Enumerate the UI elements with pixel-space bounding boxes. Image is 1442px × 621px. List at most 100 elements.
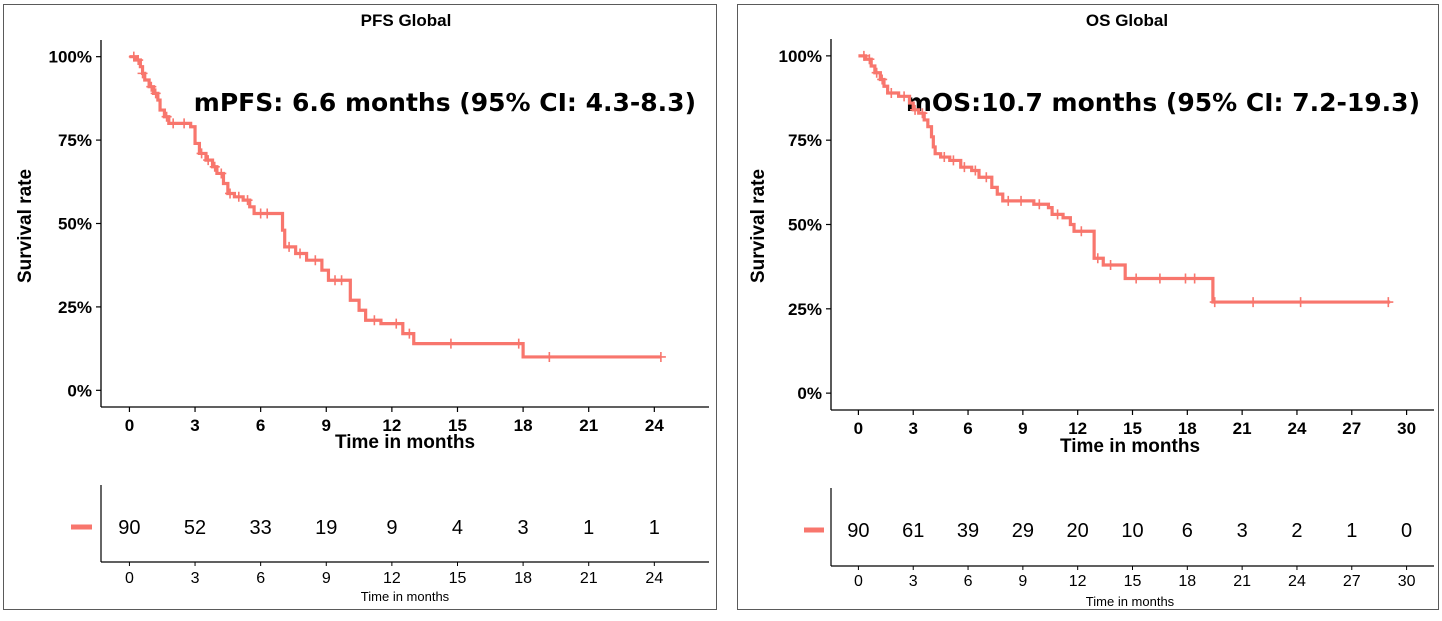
os-censor-mark [1052, 209, 1063, 220]
pfs-censor-mark [295, 248, 306, 259]
os-risk-count: 6 [1182, 520, 1193, 542]
os-censor-mark [1180, 273, 1191, 284]
os-x-tick-label: 12 [1068, 419, 1087, 438]
os-x-tick-label: 9 [1018, 419, 1027, 438]
pfs-y-tick-label: 50% [58, 215, 92, 234]
pfs-censor-mark [262, 208, 273, 219]
os-risk-count: 39 [957, 520, 979, 542]
os-censor-mark [970, 165, 981, 176]
pfs-risk-count: 4 [452, 517, 463, 539]
pfs-x-label: Time in months [335, 432, 475, 453]
pfs-risk-count: 1 [649, 517, 660, 539]
pfs-risk-count: 19 [315, 517, 337, 539]
os-y-tick-label: 75% [788, 131, 822, 150]
pfs-risk-count: 90 [118, 517, 140, 539]
os-x-tick-label: 18 [1178, 419, 1197, 438]
os-risk-count: 2 [1291, 520, 1302, 542]
pfs-censor-mark [209, 161, 220, 172]
os-censor-mark [1034, 199, 1045, 210]
pfs-censor-mark [513, 338, 524, 349]
os-risk-x-tick-label: 24 [1288, 573, 1306, 590]
pfs-censor-mark [284, 241, 295, 252]
os-censor-mark [899, 91, 910, 102]
os-censor-mark [1016, 195, 1027, 206]
os-censor-mark [1295, 297, 1306, 308]
os-risk-x-tick-label: 3 [909, 573, 918, 590]
pfs-x-tick-label: 0 [125, 416, 134, 435]
os-risk-count: 29 [1012, 520, 1034, 542]
os-risk-count: 90 [847, 520, 869, 542]
os-y-tick-label: 100% [779, 47, 822, 66]
pfs-risk-count: 33 [250, 517, 272, 539]
os-censor-mark [948, 155, 959, 166]
os-risk-x-tick-label: 18 [1178, 573, 1196, 590]
os-censor-mark [981, 172, 992, 183]
os-censor-mark [1092, 253, 1103, 264]
pfs-censor-mark [242, 195, 253, 206]
pfs-risk-x-tick-label: 0 [125, 570, 134, 587]
pfs-censor-mark [150, 88, 161, 99]
pfs-risk-x-tick-label: 24 [645, 570, 663, 587]
pfs-median-annotation: mPFS: 6.6 months (95% CI: 4.3-8.3) [194, 88, 696, 117]
pfs-censor-mark [133, 55, 144, 66]
pfs-risk-x-label: Time in months [361, 589, 450, 604]
pfs-censor-mark [216, 168, 227, 179]
pfs-risk-x-tick-label: 3 [191, 570, 200, 587]
pfs-censor-mark [310, 255, 321, 266]
pfs-censor-mark [146, 81, 157, 92]
os-risk-x-tick-label: 9 [1018, 573, 1027, 590]
pfs-censor-mark [369, 315, 380, 326]
pfs-x-tick-label: 18 [514, 416, 533, 435]
os-x-tick-label: 24 [1287, 419, 1306, 438]
os-median-annotation: mOS:10.7 months (95% CI: 7.2-19.3) [906, 88, 1420, 117]
os-censor-mark [1105, 259, 1116, 270]
os-x-tick-label: 21 [1233, 419, 1252, 438]
os-censor-mark [886, 87, 897, 98]
os-censor-mark [1209, 297, 1220, 308]
os-chart: OS Global Survival rate Time in months m… [748, 11, 1434, 609]
pfs-censor-mark [168, 118, 179, 129]
os-censor-mark [1003, 195, 1014, 206]
pfs-risk-count: 3 [518, 517, 529, 539]
os-x-tick-label: 6 [963, 419, 972, 438]
os-y-tick-label: 0% [797, 384, 822, 403]
pfs-x-tick-label: 6 [256, 416, 265, 435]
os-risk-count: 61 [902, 520, 924, 542]
pfs-risk-count: 9 [386, 517, 397, 539]
os-x-tick-label: 27 [1342, 419, 1361, 438]
os-censor-mark [917, 108, 928, 119]
pfs-risk-x-tick-label: 15 [449, 570, 467, 587]
os-y-tick-label: 50% [788, 216, 822, 235]
pfs-y-tick-label: 75% [58, 131, 92, 150]
pfs-censor-mark [179, 118, 190, 129]
pfs-risk-x-tick-label: 21 [580, 570, 598, 587]
pfs-censor-mark [404, 328, 415, 339]
pfs-censor-mark [196, 148, 207, 159]
os-x-label: Time in months [1060, 436, 1200, 457]
pfs-x-tick-label: 3 [190, 416, 199, 435]
pfs-y-label: Survival rate [15, 169, 36, 283]
os-risk-x-tick-label: 27 [1343, 573, 1361, 590]
os-y-tick-label: 25% [788, 300, 822, 319]
os-panel: OS Global Survival rate Time in months m… [737, 4, 1439, 610]
os-censor-mark [910, 104, 921, 115]
os-censor-mark [1383, 297, 1394, 308]
pfs-censor-mark [203, 155, 214, 166]
os-x-tick-label: 30 [1397, 419, 1416, 438]
pfs-censor-mark [655, 351, 666, 362]
pfs-chart: PFS Global Survival rate Time in months … [15, 11, 709, 604]
pfs-censor-mark [225, 188, 236, 199]
pfs-risk-x-tick-label: 12 [383, 570, 401, 587]
os-censor-mark [939, 152, 950, 163]
os-x-tick-label: 15 [1123, 419, 1142, 438]
os-censor-mark [1076, 226, 1087, 237]
pfs-risk-x-tick-label: 9 [322, 570, 331, 587]
pfs-risk-count: 52 [184, 517, 206, 539]
pfs-risk-x-tick-label: 18 [514, 570, 532, 587]
os-risk-count: 10 [1121, 520, 1143, 542]
os-risk-count: 3 [1237, 520, 1248, 542]
os-title: OS Global [1086, 11, 1168, 30]
os-censor-mark [1131, 273, 1142, 284]
os-censor-mark [1154, 273, 1165, 284]
os-risk-count: 0 [1401, 520, 1412, 542]
